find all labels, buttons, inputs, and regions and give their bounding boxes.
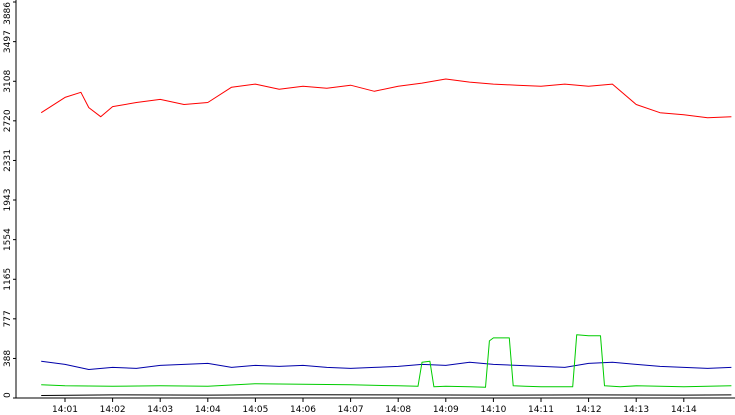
y-tick-label: 777 (3, 310, 13, 327)
series-line-2 (41, 334, 732, 388)
x-tick-label: 14:05 (242, 405, 268, 415)
series-layer (40, 78, 732, 396)
y-tick-label: 1554 (3, 228, 13, 251)
x-tick-label: 14:13 (623, 405, 649, 415)
x-tick-label: 14:02 (100, 405, 126, 415)
y-tick-label: 1943 (3, 189, 13, 212)
y-tick-label: 2720 (3, 109, 13, 132)
y-tick-label: 388 (3, 350, 13, 367)
series-line-3 (41, 394, 732, 396)
x-tick-label: 14:11 (528, 405, 554, 415)
x-tick-label: 14:06 (290, 405, 316, 415)
x-tick-label: 14:09 (433, 405, 459, 415)
series-line-0 (40, 78, 732, 119)
axes (15, 0, 735, 399)
y-tick-label: 0 (3, 392, 13, 398)
y-tick-label: 3886 (3, 2, 13, 25)
x-ticks: 14:01 14:02 14:03 14:04 14:05 14:06 14:07 14:08… (52, 398, 697, 415)
x-tick-label: 14:01 (52, 405, 78, 415)
y-ticks: 0 388 777 1165 1554 1943 2331 2720 3108 3497 3886 (3, 1, 16, 399)
x-tick-label: 14:07 (338, 405, 364, 415)
x-tick-label: 14:10 (480, 405, 506, 415)
y-tick-label: 1165 (3, 268, 13, 291)
series-line-1 (41, 360, 732, 370)
x-tick-label: 14:03 (147, 405, 173, 415)
x-tick-label: 14:04 (195, 405, 221, 415)
y-tick-label: 3108 (3, 70, 13, 93)
x-tick-label: 14:14 (671, 405, 697, 415)
x-tick-label: 14:08 (385, 405, 411, 415)
y-tick-label: 2331 (3, 149, 13, 172)
x-tick-label: 14:12 (576, 405, 602, 415)
y-tick-label: 3497 (3, 30, 13, 53)
